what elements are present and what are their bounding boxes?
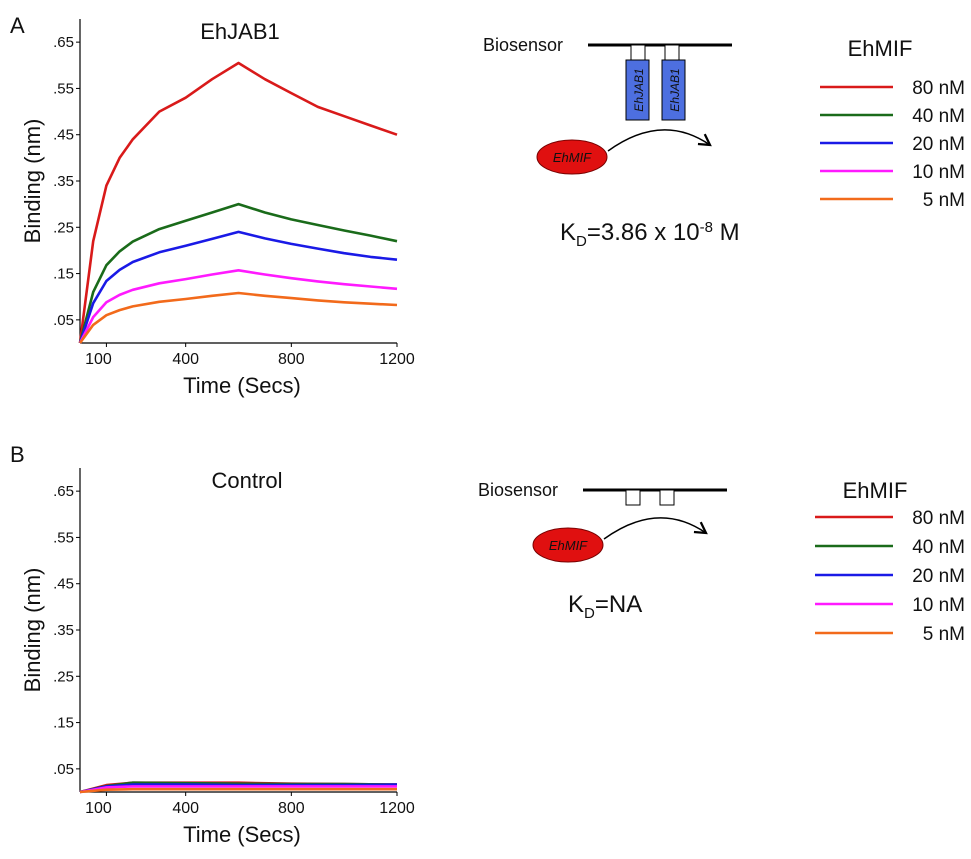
arrow <box>608 130 710 151</box>
kd-part: M <box>713 219 740 246</box>
series-line <box>80 293 397 343</box>
y-tick-label: .55 <box>53 80 74 97</box>
y-tick-label: .05 <box>53 312 74 329</box>
kd-part: D <box>584 605 595 622</box>
x-tick-label: 1200 <box>379 351 415 368</box>
linker <box>626 490 640 505</box>
x-tick-label: 1200 <box>379 800 415 817</box>
legend-label: 80 nM <box>912 78 965 99</box>
kd-part: K <box>568 591 584 618</box>
panel-label: A <box>10 13 25 38</box>
x-tick-label: 800 <box>278 351 305 368</box>
legend-label: 10 nM <box>912 162 965 183</box>
legend-title: EhMIF <box>848 36 913 61</box>
y-tick-label: .05 <box>53 761 74 778</box>
x-axis-label: Time (Secs) <box>183 822 301 847</box>
linker <box>660 490 674 505</box>
y-tick-label: .25 <box>53 668 74 685</box>
linker <box>631 45 645 60</box>
chart-title: EhJAB1 <box>200 19 280 44</box>
kd-part: =3.86 x 10 <box>587 219 700 246</box>
kd-part: =NA <box>595 591 642 618</box>
x-tick-label: 800 <box>278 800 305 817</box>
arrow <box>604 518 706 539</box>
kd-text: KD=3.86 x 10-8 M <box>560 219 740 250</box>
series-line <box>80 204 397 343</box>
y-tick-label: .15 <box>53 266 74 283</box>
y-tick-label: .35 <box>53 622 74 639</box>
x-tick-label: 100 <box>85 351 112 368</box>
legend-label: 5 nM <box>923 190 965 211</box>
panel-label: B <box>10 442 25 467</box>
biosensor-label: Biosensor <box>478 480 558 500</box>
y-tick-label: .65 <box>53 483 74 500</box>
series-line <box>80 232 397 343</box>
y-tick-label: .55 <box>53 529 74 546</box>
legend-label: 20 nM <box>912 134 965 155</box>
kd-part: K <box>560 219 576 246</box>
legend-label: 5 nM <box>923 624 965 645</box>
legend-label: 40 nM <box>912 537 965 558</box>
y-axis-label: Binding (nm) <box>20 119 45 244</box>
legend-title: EhMIF <box>843 478 908 503</box>
y-tick-label: .65 <box>53 34 74 51</box>
legend-label: 20 nM <box>912 566 965 587</box>
legend-label: 40 nM <box>912 106 965 127</box>
kd-part: D <box>576 233 587 250</box>
y-axis-label: Binding (nm) <box>20 568 45 693</box>
legend-label: 10 nM <box>912 595 965 616</box>
y-tick-label: .45 <box>53 576 74 593</box>
y-tick-label: .45 <box>53 127 74 144</box>
receptor-label: EhJAB1 <box>668 68 682 111</box>
ligand-label: EhMIF <box>549 538 588 553</box>
x-tick-label: 400 <box>172 351 199 368</box>
x-tick-label: 400 <box>172 800 199 817</box>
biosensor-label: Biosensor <box>483 35 563 55</box>
chart-title: Control <box>212 468 283 493</box>
x-tick-label: 100 <box>85 800 112 817</box>
receptor-label: EhJAB1 <box>632 68 646 111</box>
x-axis-label: Time (Secs) <box>183 373 301 398</box>
legend-label: 80 nM <box>912 508 965 529</box>
kd-text: KD=NA <box>568 591 642 622</box>
y-tick-label: .25 <box>53 219 74 236</box>
y-tick-label: .15 <box>53 715 74 732</box>
ligand-label: EhMIF <box>553 150 592 165</box>
kd-part: -8 <box>700 219 713 236</box>
linker <box>665 45 679 60</box>
figure: A EhJAB1 .05 .15 .25 .35 .45 .55 .65 100 400 800 120… <box>0 0 971 854</box>
y-tick-label: .35 <box>53 173 74 190</box>
